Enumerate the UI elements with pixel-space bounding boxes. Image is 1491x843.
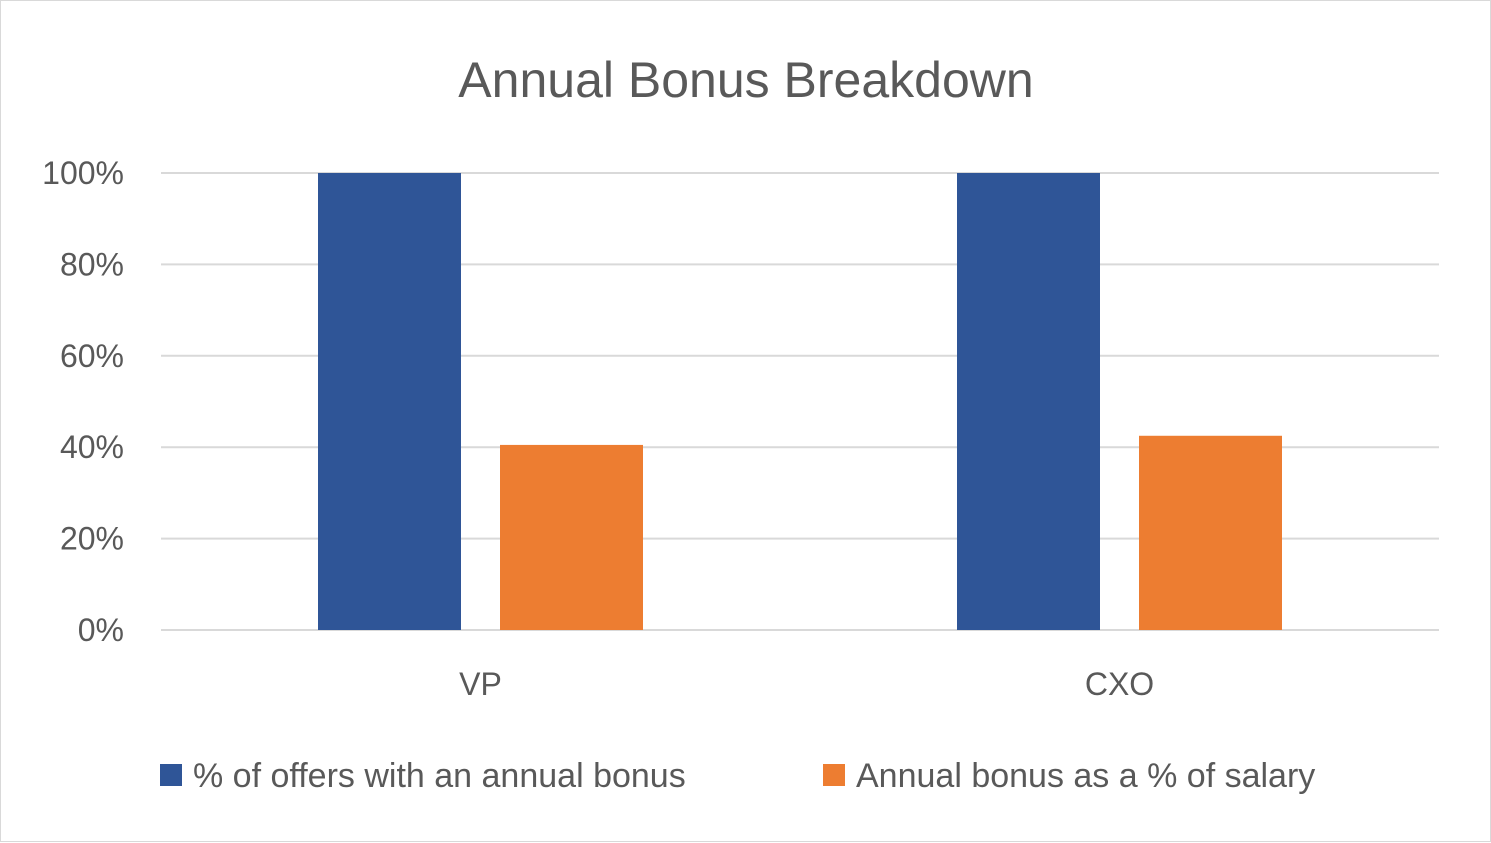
y-tick-label: 100% <box>42 155 124 191</box>
y-tick-label: 40% <box>60 429 124 465</box>
legend-label: Annual bonus as a % of salary <box>856 757 1315 795</box>
legend-label: % of offers with an annual bonus <box>193 757 686 795</box>
x-tick-label: VP <box>459 666 502 702</box>
y-tick-label: 0% <box>78 612 124 648</box>
legend: % of offers with an annual bonus Annual b… <box>160 757 1315 795</box>
bar-vp-series-1 <box>318 173 461 630</box>
bar-cxo-series-1 <box>957 173 1100 630</box>
x-axis-tick-labels: VP CXO <box>459 666 1154 702</box>
bar-vp-series-2 <box>500 444 643 630</box>
legend-swatch <box>823 764 845 786</box>
y-tick-label: 60% <box>60 338 124 374</box>
bar-cxo-series-2 <box>1139 435 1282 630</box>
chart-title: Annual Bonus Breakdown <box>458 52 1033 108</box>
x-tick-label: CXO <box>1085 666 1154 702</box>
y-axis-tick-labels: 0% 20% 40% 60% 80% 100% <box>42 155 124 648</box>
y-tick-label: 80% <box>60 246 124 282</box>
y-tick-label: 20% <box>60 521 124 557</box>
bars <box>318 173 1282 630</box>
legend-swatch <box>160 764 182 786</box>
